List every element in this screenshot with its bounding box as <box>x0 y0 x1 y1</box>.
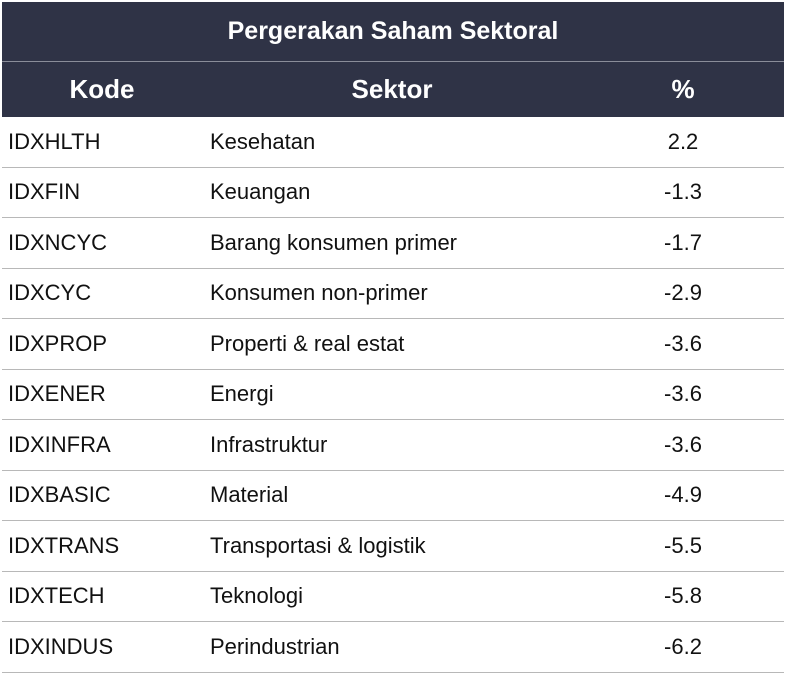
cell-sector: Material <box>202 482 582 508</box>
cell-code: IDXBASIC <box>2 482 202 508</box>
cell-code: IDXTECH <box>2 583 202 609</box>
cell-sector: Energi <box>202 381 582 407</box>
table-row: IDXPROP Properti & real estat -3.6 <box>2 319 784 370</box>
cell-sector: Perindustrian <box>202 634 582 660</box>
cell-code: IDXNCYC <box>2 230 202 256</box>
cell-sector: Konsumen non-primer <box>202 280 582 306</box>
cell-percent: -2.9 <box>582 280 784 306</box>
cell-sector: Teknologi <box>202 583 582 609</box>
cell-code: IDXPROP <box>2 331 202 357</box>
table-row: IDXBASIC Material -4.9 <box>2 471 784 522</box>
table-row: IDXNCYC Barang konsumen primer -1.7 <box>2 218 784 269</box>
table-row: IDXINFRA Infrastruktur -3.6 <box>2 420 784 471</box>
cell-sector: Infrastruktur <box>202 432 582 458</box>
table-row: IDXENER Energi -3.6 <box>2 370 784 421</box>
cell-code: IDXINFRA <box>2 432 202 458</box>
table-body: IDXHLTH Kesehatan 2.2 IDXFIN Keuangan -1.3 IDX… <box>2 117 784 673</box>
cell-sector: Barang konsumen primer <box>202 230 582 256</box>
table-header-row: Kode Sektor % <box>2 62 784 117</box>
cell-percent: -6.2 <box>582 634 784 660</box>
header-sector: Sektor <box>202 74 582 105</box>
cell-code: IDXFIN <box>2 179 202 205</box>
table-row: IDXHLTH Kesehatan 2.2 <box>2 117 784 168</box>
cell-percent: 2.2 <box>582 129 784 155</box>
cell-percent: -5.5 <box>582 533 784 559</box>
cell-percent: -1.3 <box>582 179 784 205</box>
cell-percent: -5.8 <box>582 583 784 609</box>
cell-percent: -3.6 <box>582 331 784 357</box>
table-row: IDXCYC Konsumen non-primer -2.9 <box>2 269 784 320</box>
cell-sector: Keuangan <box>202 179 582 205</box>
cell-code: IDXCYC <box>2 280 202 306</box>
cell-percent: -1.7 <box>582 230 784 256</box>
cell-code: IDXHLTH <box>2 129 202 155</box>
cell-percent: -4.9 <box>582 482 784 508</box>
cell-percent: -3.6 <box>582 381 784 407</box>
table-row: IDXTECH Teknologi -5.8 <box>2 572 784 623</box>
cell-sector: Kesehatan <box>202 129 582 155</box>
header-percent: % <box>582 74 784 105</box>
cell-sector: Transportasi & logistik <box>202 533 582 559</box>
table-row: IDXINDUS Perindustrian -6.2 <box>2 622 784 673</box>
cell-code: IDXTRANS <box>2 533 202 559</box>
table-row: IDXTRANS Transportasi & logistik -5.5 <box>2 521 784 572</box>
cell-code: IDXINDUS <box>2 634 202 660</box>
header-code: Kode <box>2 74 202 105</box>
cell-sector: Properti & real estat <box>202 331 582 357</box>
cell-percent: -3.6 <box>582 432 784 458</box>
table-title: Pergerakan Saham Sektoral <box>2 2 784 62</box>
cell-code: IDXENER <box>2 381 202 407</box>
table-row: IDXFIN Keuangan -1.3 <box>2 168 784 219</box>
